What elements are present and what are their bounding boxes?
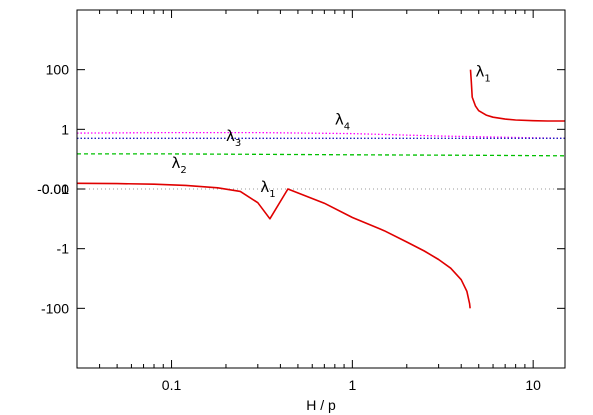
series-label-subscript: 3 [235, 138, 241, 149]
x-tick-label: 0.1 [162, 377, 182, 393]
y-tick-label: 0 [61, 181, 69, 197]
series-label: λ4 [335, 111, 350, 133]
series-label-base: λ [335, 111, 344, 129]
y-tick-labels: 100 1 0.010-0.01 -1 -100 [37, 62, 69, 317]
x-axis-title: H / p [306, 397, 336, 413]
series-label-base: λ [172, 154, 181, 172]
x-tick-labels: 0.1 1 10 [162, 377, 541, 393]
series-label-base: λ [226, 127, 235, 145]
y-tick-label: 0.01 [42, 181, 69, 197]
series-label-base: λ [260, 178, 269, 196]
y-tick-label: -1 [57, 241, 70, 257]
series-label: λ3 [226, 127, 241, 149]
series-line-4 [76, 182, 471, 309]
x-tick-label: 10 [525, 377, 541, 393]
x-tick-label: 1 [348, 377, 356, 393]
series-label-subscript: 2 [180, 165, 186, 176]
y-tick-label: 1 [61, 121, 69, 137]
series-label-subscript: 1 [484, 73, 490, 84]
series-label-base: λ [476, 62, 485, 80]
series-label: λ1 [476, 62, 491, 84]
y-tick-label: -0.01 [37, 181, 69, 197]
series-line-1 [76, 131, 566, 139]
series-line-0 [469, 69, 565, 122]
series-lines [76, 69, 566, 309]
series-line-3 [77, 153, 566, 157]
y-tick-label: -100 [41, 300, 69, 316]
series-label: λ2 [172, 154, 187, 176]
y-tick-label: 100 [46, 62, 70, 78]
series-label: λ1 [260, 178, 275, 200]
series-label-subscript: 4 [344, 122, 350, 133]
series-label-subscript: 1 [269, 189, 275, 200]
tick-marks [76, 10, 565, 368]
